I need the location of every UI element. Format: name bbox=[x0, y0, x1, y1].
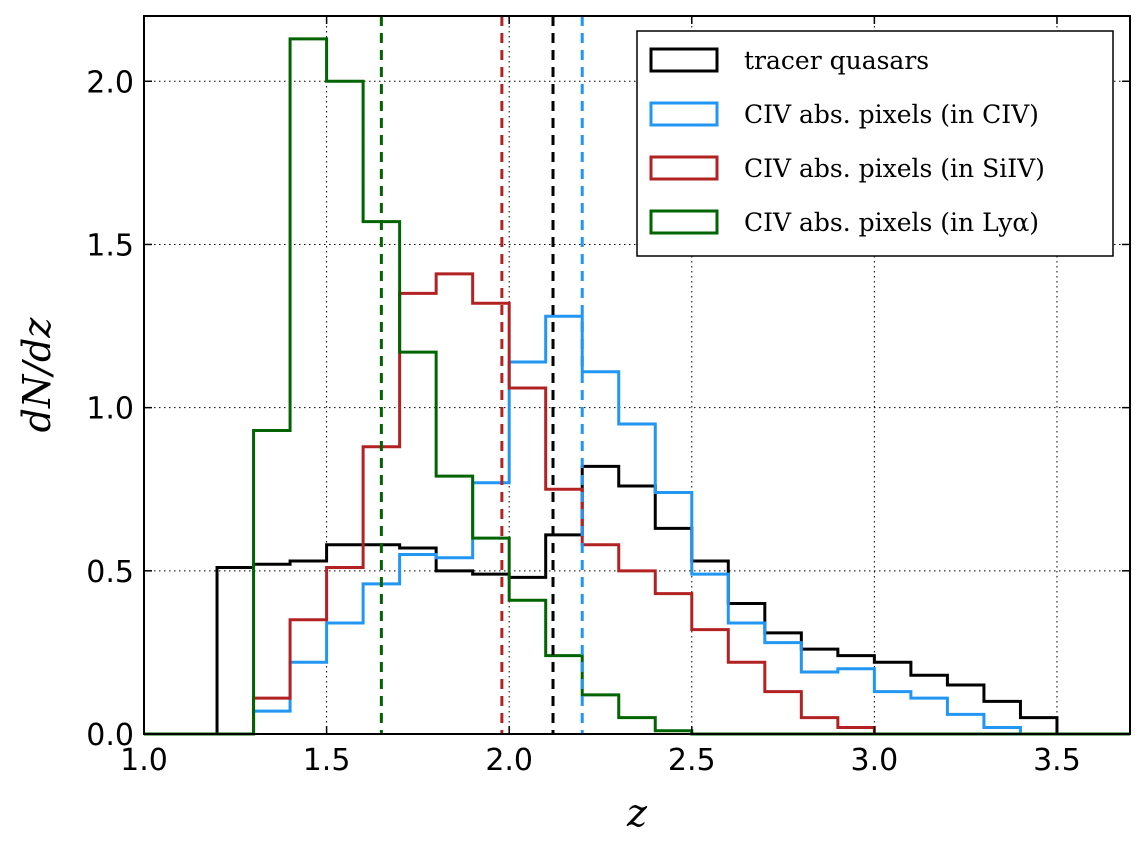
y-tick-label: 0.0 bbox=[86, 718, 134, 753]
series-line-0 bbox=[144, 464, 1130, 736]
x-tick-label: 2.0 bbox=[485, 743, 533, 778]
legend-swatch-2 bbox=[649, 155, 719, 181]
legend-label-1: CIV abs. pixels (in CIV) bbox=[744, 100, 1039, 129]
x-tick-label: 1.5 bbox=[303, 743, 351, 778]
ticks: 1.0 1.5 2.0 2.5 3.0 3.5 0.0 0.5 1.0 1.5 2.0 bbox=[86, 16, 1130, 778]
y-axis-label: dN/dz bbox=[15, 317, 59, 433]
y-tick-label: 0.5 bbox=[86, 555, 134, 590]
legend-swatch-0 bbox=[649, 47, 719, 73]
plot-frame bbox=[143, 15, 1131, 735]
x-tick-label: 1.0 bbox=[120, 743, 168, 778]
series-line-1 bbox=[144, 314, 1130, 736]
legend-swatch-1 bbox=[649, 101, 719, 127]
legend-label-0: tracer quasars bbox=[744, 46, 929, 75]
legend-swatch-3 bbox=[649, 209, 719, 235]
legend-label-2: CIV abs. pixels (in SiIV) bbox=[744, 154, 1045, 183]
x-tick-label: 2.5 bbox=[668, 743, 716, 778]
x-axis-label: z bbox=[626, 791, 648, 835]
x-tick-label: 3.0 bbox=[851, 743, 899, 778]
mean-lines bbox=[379, 16, 584, 734]
y-tick-label: 2.0 bbox=[86, 65, 134, 100]
y-tick-label: 1.5 bbox=[86, 228, 134, 263]
series-line-2 bbox=[144, 272, 1130, 736]
y-tick-label: 1.0 bbox=[86, 392, 134, 427]
legend: tracer quasars CIV abs. pixels (in CIV) CI… bbox=[636, 30, 1114, 257]
legend-label-3: CIV abs. pixels (in Lyα) bbox=[744, 208, 1039, 237]
x-tick-label: 3.5 bbox=[1033, 743, 1081, 778]
